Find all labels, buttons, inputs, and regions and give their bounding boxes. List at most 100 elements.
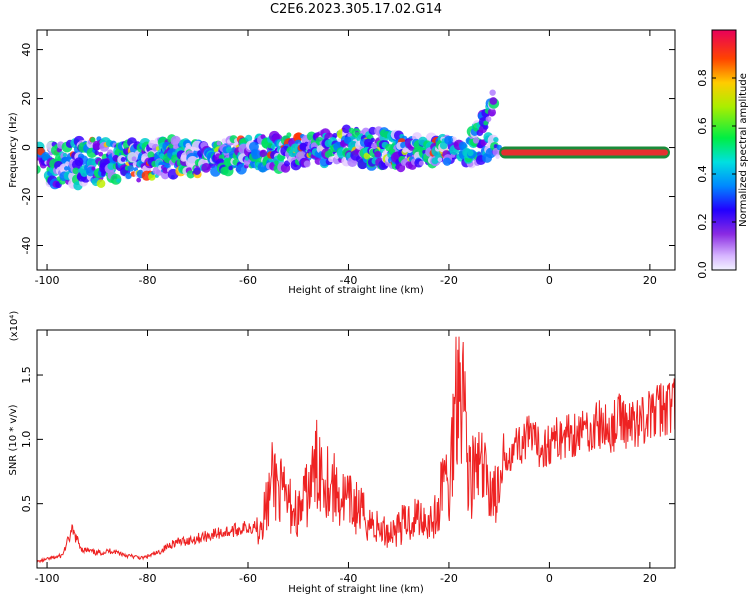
spectrogram-y-label: Frequency (Hz) bbox=[8, 112, 19, 188]
snr-series-line bbox=[37, 336, 675, 564]
spectrogram-ytick-label: 20 bbox=[20, 92, 33, 106]
spectrogram-xtick-label: -40 bbox=[339, 274, 357, 287]
colorbar-tick-label: 0.2 bbox=[696, 213, 709, 231]
heatmap-cell bbox=[251, 149, 262, 160]
heatmap-cell bbox=[37, 165, 41, 175]
heatmap-cell bbox=[299, 143, 308, 152]
snr-xtick-label: 20 bbox=[643, 572, 657, 585]
colorbar-tick-label: 0.0 bbox=[696, 261, 709, 279]
heatmap-cell bbox=[439, 141, 448, 150]
heatmap-cell bbox=[155, 169, 163, 176]
heatmap-cell bbox=[374, 150, 382, 158]
heatmap-cell bbox=[90, 137, 96, 143]
colorbar-frame bbox=[711, 29, 737, 271]
heatmap-cell bbox=[342, 124, 351, 134]
heatmap-cell bbox=[283, 160, 291, 167]
heatmap-cell bbox=[363, 138, 373, 147]
snr-xtick-label: -20 bbox=[440, 572, 458, 585]
heatmap-cell bbox=[402, 147, 408, 153]
heatmap-cell bbox=[303, 160, 311, 168]
heatmap-cell bbox=[485, 116, 492, 123]
heatmap-cell bbox=[65, 161, 70, 166]
heatmap-cell bbox=[458, 141, 467, 150]
heatmap-cell bbox=[228, 165, 233, 171]
spectrogram-xtick-label: -60 bbox=[239, 274, 257, 287]
heatmap-cell bbox=[467, 149, 474, 157]
heatmap-cell bbox=[116, 178, 121, 183]
heatmap-cell bbox=[201, 163, 211, 173]
spectrogram-frame bbox=[36, 29, 676, 271]
heatmap-cell bbox=[437, 157, 443, 163]
snr-xtick-label: -40 bbox=[339, 572, 357, 585]
heatmap-cell bbox=[170, 135, 181, 146]
colorbar-gradient bbox=[712, 30, 736, 270]
heatmap-cell bbox=[74, 157, 84, 167]
heatmap-cell bbox=[249, 141, 259, 152]
heatmap-cell bbox=[131, 156, 137, 162]
heatmap-cell bbox=[482, 124, 489, 130]
spectrogram-heatmap bbox=[37, 89, 670, 191]
heatmap-cell bbox=[489, 89, 496, 96]
heatmap-cell bbox=[442, 157, 452, 166]
spectrogram-panel: -100 -80 -60 -40 -20 0 20 -40 -20 0 20 40 Height of… bbox=[8, 29, 676, 296]
heatmap-cell bbox=[147, 151, 155, 159]
spectrogram-xtick-label: -100 bbox=[35, 274, 60, 287]
snr-xtick-label: -80 bbox=[139, 572, 157, 585]
colorbar: 0.0 0.2 0.4 0.6 0.8 Normalized spectral ampl… bbox=[696, 29, 749, 279]
spectrogram-ytick-label: 40 bbox=[20, 43, 33, 57]
heatmap-cell bbox=[274, 160, 279, 165]
snr-xtick-label: -100 bbox=[35, 572, 60, 585]
heatmap-cell bbox=[120, 157, 126, 162]
heatmap-cell bbox=[98, 151, 104, 157]
heatmap-cell bbox=[501, 149, 668, 156]
snr-ytick-label: 0.5 bbox=[20, 495, 33, 512]
heatmap-cell bbox=[493, 136, 499, 143]
snr-multiplier-label: (x10⁴) bbox=[9, 311, 20, 342]
heatmap-cell bbox=[127, 165, 135, 172]
heatmap-cell bbox=[363, 152, 371, 160]
heatmap-cell bbox=[483, 120, 489, 126]
heatmap-cell bbox=[286, 132, 292, 138]
colorbar-ticks: 0.0 0.2 0.4 0.6 0.8 bbox=[696, 69, 736, 279]
colorbar-tick-label: 0.8 bbox=[696, 69, 709, 87]
heatmap-cell bbox=[487, 108, 496, 117]
heatmap-cell bbox=[94, 150, 100, 156]
heatmap-cell bbox=[216, 141, 222, 146]
heatmap-cell bbox=[91, 160, 96, 165]
figure-title: C2E6.2023.305.17.02.G14 bbox=[270, 2, 442, 17]
spectrogram-x-label: Height of straight line (km) bbox=[288, 285, 424, 296]
spectrogram-xtick-label: -80 bbox=[139, 274, 157, 287]
heatmap-cell bbox=[232, 159, 239, 166]
snr-frame bbox=[36, 329, 676, 569]
heatmap-cell bbox=[259, 149, 268, 158]
heatmap-cell bbox=[343, 136, 352, 144]
heatmap-cell bbox=[107, 162, 115, 171]
snr-xtick-label: -60 bbox=[239, 572, 257, 585]
heatmap-cell bbox=[193, 167, 201, 175]
heatmap-cell bbox=[294, 132, 303, 141]
spectrogram-ytick-label: -20 bbox=[20, 188, 33, 206]
colorbar-label: Normalized spectral amplitude bbox=[738, 73, 749, 227]
heatmap-cell bbox=[91, 166, 96, 171]
snr-ytick-label: 1.0 bbox=[20, 431, 33, 449]
heatmap-cell bbox=[444, 135, 453, 145]
snr-y-label: SNR (10 * v/v) bbox=[8, 404, 19, 475]
heatmap-cell bbox=[72, 167, 80, 175]
spectrogram-xtick-label: -20 bbox=[440, 274, 458, 287]
snr-panel: -100 -80 -60 -40 -20 0 20 0.5 1.0 1.5 Height of s… bbox=[8, 311, 676, 595]
heatmap-cell bbox=[148, 173, 156, 181]
spectrogram-ticks: -100 -80 -60 -40 -20 0 20 -40 -20 0 20 40 bbox=[20, 30, 675, 287]
colorbar-tick-label: 0.4 bbox=[696, 165, 709, 183]
heatmap-cell bbox=[472, 137, 480, 144]
heatmap-cell bbox=[245, 134, 253, 142]
spectrogram-ytick-label: 0 bbox=[20, 144, 33, 151]
heatmap-cell bbox=[495, 154, 500, 159]
snr-xtick-label: 0 bbox=[546, 572, 553, 585]
spectrogram-ytick-label: -40 bbox=[20, 237, 33, 255]
snr-x-label: Height of straight line (km) bbox=[288, 584, 424, 595]
snr-ytick-label: 1.5 bbox=[20, 366, 33, 384]
heatmap-cell bbox=[332, 132, 338, 139]
heatmap-cell bbox=[489, 97, 498, 105]
spectrogram-xtick-label: 20 bbox=[643, 274, 657, 287]
